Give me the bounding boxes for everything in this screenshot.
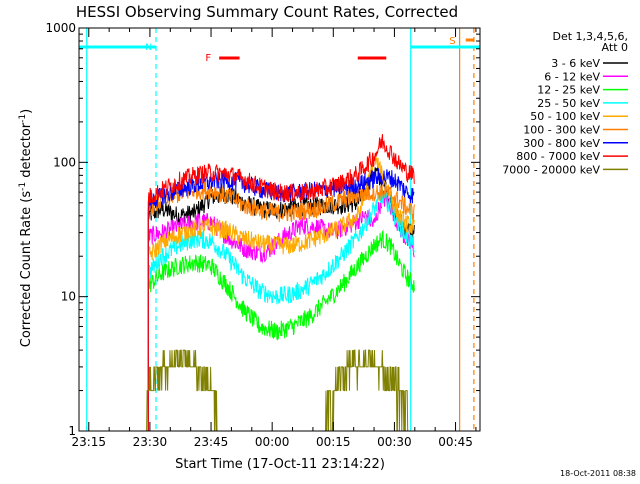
x-tick-label: 00:45 xyxy=(438,435,473,449)
y-tick-label: 10 xyxy=(61,290,76,304)
x-tick-label: 23:30 xyxy=(133,435,168,449)
x-tick-label: 23:45 xyxy=(194,435,229,449)
legend-label: 25 - 50 keV xyxy=(537,97,600,110)
series-line xyxy=(147,134,415,431)
y-tick-label: 100 xyxy=(53,155,76,169)
legend-item: 25 - 50 keV xyxy=(537,97,628,110)
y-axis-label-sup2: -1 xyxy=(18,114,28,123)
series-100-300-kev xyxy=(147,181,415,431)
night-label: N xyxy=(145,43,152,53)
series-800-7000-kev xyxy=(147,134,415,431)
legend-header-detectors: Det 1,3,4,5,6, xyxy=(552,30,628,43)
y-axis-label: Corrected Count Rate (s-1 detector-1) xyxy=(18,109,34,347)
series-line xyxy=(147,181,415,431)
saa-label: S xyxy=(449,36,455,47)
series-line xyxy=(147,152,415,431)
legend-label: 12 - 25 keV xyxy=(537,84,600,97)
x-tick-label: 00:30 xyxy=(377,435,412,449)
y-tick-label: 1000 xyxy=(45,21,76,35)
y-axis-label-part2: detector xyxy=(19,122,34,182)
y-axis-label-part1: Corrected Count Rate (s xyxy=(19,191,34,348)
legend-label: 300 - 800 keV xyxy=(523,137,600,150)
legend-item: 300 - 800 keV xyxy=(523,137,628,150)
x-tick-label: 23:15 xyxy=(71,435,106,449)
series-line xyxy=(147,229,415,431)
x-axis-label: Start Time (17-Oct-11 23:14:22) xyxy=(175,457,385,472)
series-50-100-kev xyxy=(147,152,415,431)
series-12-25-kev xyxy=(147,229,415,431)
series-300-800-kev xyxy=(147,167,415,431)
axes-group: 1 10 100 1000 23:15 23:30 23:45 00:00 00:15 00:30… xyxy=(45,21,481,449)
legend-item: 3 - 6 keV xyxy=(551,57,628,70)
plot-timestamp: 18-Oct-2011 08:38 xyxy=(560,469,636,478)
plot-frame xyxy=(78,27,481,432)
legend-header-attenuator: Att 0 xyxy=(602,41,628,54)
legend-item: 12 - 25 keV xyxy=(537,84,628,97)
flare-label: F xyxy=(205,53,211,64)
legend-label: 3 - 6 keV xyxy=(551,57,600,70)
legend-label: 100 - 300 keV xyxy=(523,124,600,137)
y-axis-label-sup1: -1 xyxy=(18,182,28,191)
legend-item: 50 - 100 keV xyxy=(530,110,628,123)
legend-item: 100 - 300 keV xyxy=(523,124,628,137)
chart-title: HESSI Observing Summary Count Rates, Cor… xyxy=(76,3,458,21)
legend-item: 7000 - 20000 keV xyxy=(502,163,628,176)
series-line xyxy=(147,167,415,431)
y-tick-label: 1 xyxy=(68,424,76,438)
legend-item: 800 - 7000 keV xyxy=(516,150,628,163)
legend-label: 7000 - 20000 keV xyxy=(502,163,600,176)
legend-label: 50 - 100 keV xyxy=(530,110,600,123)
x-tick-label: 00:15 xyxy=(316,435,351,449)
legend-item: 6 - 12 keV xyxy=(544,70,628,83)
x-tick-label: 00:00 xyxy=(255,435,290,449)
legend-label: 800 - 7000 keV xyxy=(516,150,600,163)
legend-label: 6 - 12 keV xyxy=(544,70,600,83)
y-axis-label-part3: ) xyxy=(19,109,34,114)
series-group xyxy=(146,134,415,432)
